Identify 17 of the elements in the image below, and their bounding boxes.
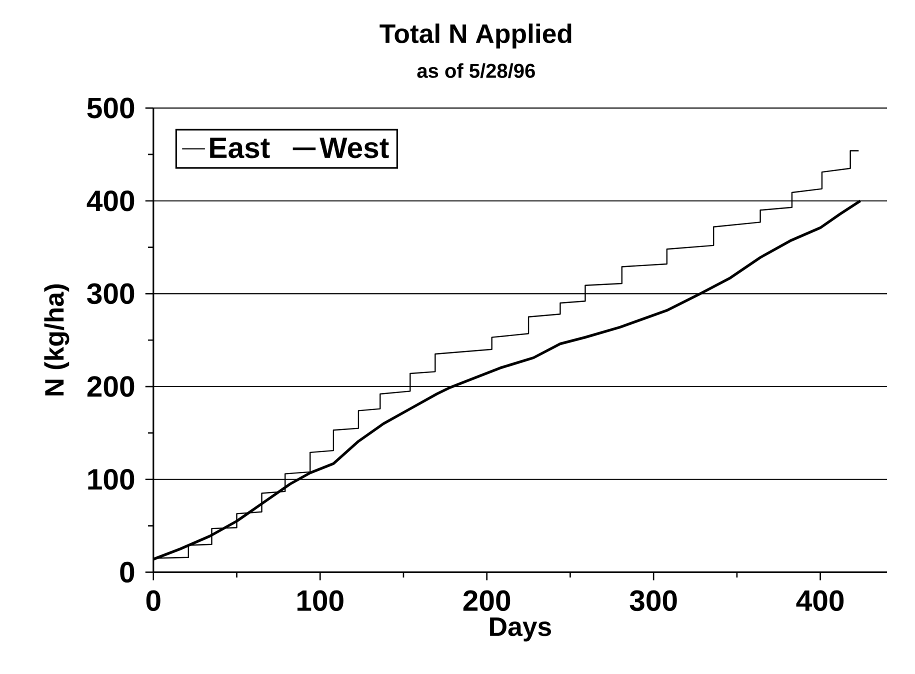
x-tick-label: 0: [146, 590, 160, 612]
y-tick-label: 400: [86, 190, 134, 212]
x-axis-title: Days: [490, 618, 551, 642]
y-tick-label: 300: [87, 283, 134, 304]
y-tick-label: 200: [87, 376, 134, 398]
y-tick-label: 500: [87, 98, 134, 119]
chart-title: Total N Applied: [380, 24, 572, 49]
x-tick-label: 400: [796, 590, 844, 612]
y-tick-label: 0: [120, 562, 134, 583]
chart-subtitle: as of 5/28/96: [417, 63, 535, 78]
legend-label: West: [320, 138, 389, 158]
x-tick-label: 100: [297, 590, 344, 612]
y-tick-label: 100: [88, 469, 134, 490]
x-tick-label: 200: [463, 590, 510, 612]
legend-label: East: [210, 138, 270, 158]
x-tick-label: 300: [630, 590, 677, 612]
y-axis-title: N (kg/ha): [44, 284, 70, 396]
